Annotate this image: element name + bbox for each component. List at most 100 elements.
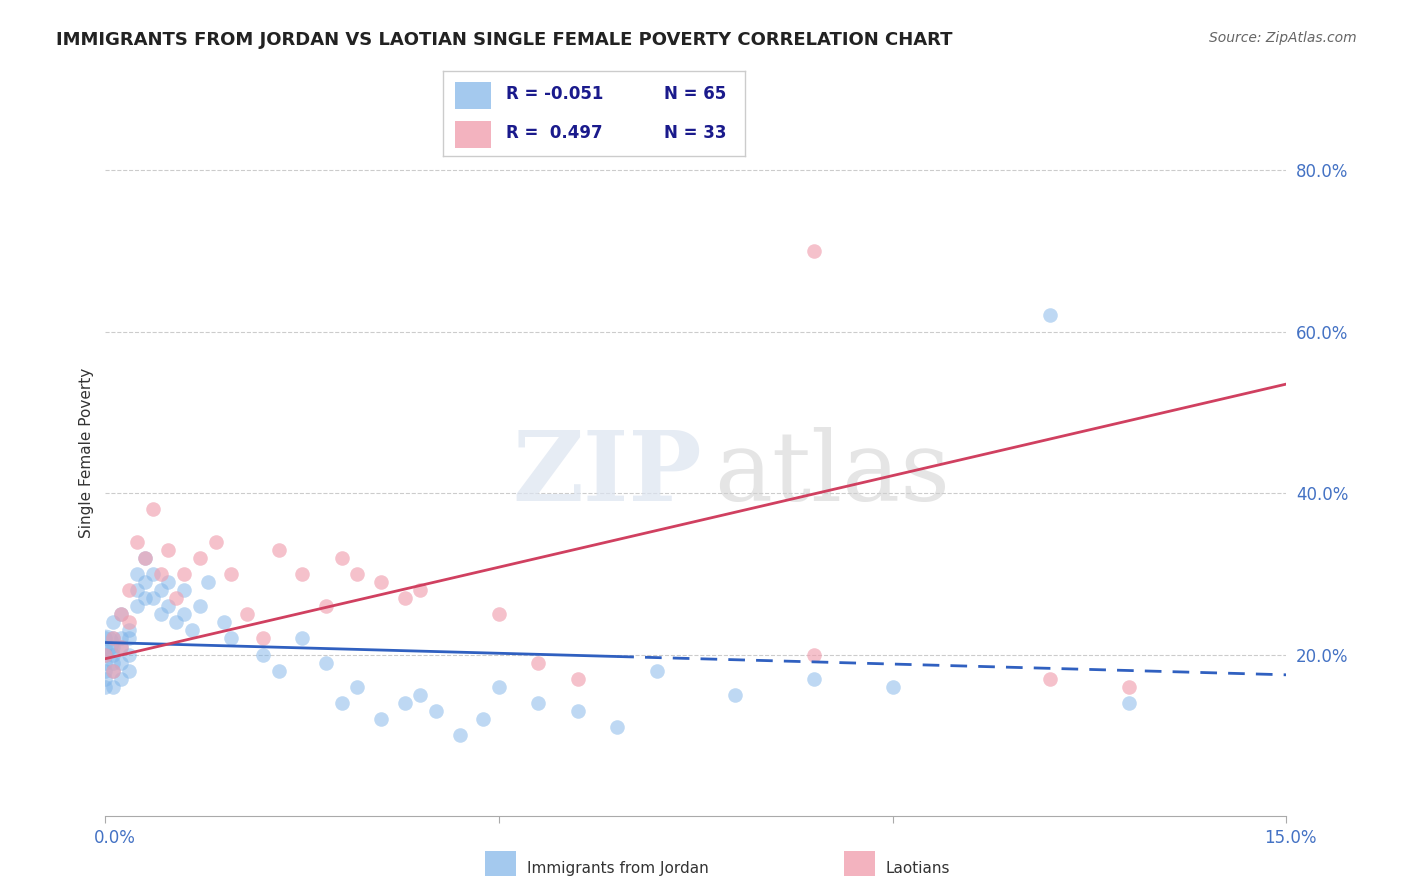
Point	[94, 635, 117, 649]
Point	[125, 582, 148, 597]
Point	[110, 607, 132, 622]
Point	[409, 688, 432, 702]
Point	[267, 542, 290, 557]
Point	[527, 656, 550, 670]
Point	[118, 648, 141, 662]
Point	[567, 704, 589, 718]
Point	[103, 648, 125, 662]
Point	[606, 720, 628, 734]
Point	[110, 632, 132, 646]
Point	[1039, 672, 1062, 686]
Point	[803, 648, 825, 662]
Point	[252, 632, 274, 646]
Point	[882, 680, 904, 694]
Point	[125, 566, 148, 581]
Point	[267, 664, 290, 678]
Point	[94, 648, 117, 662]
Point	[157, 542, 180, 557]
Point	[103, 632, 125, 646]
Point	[134, 550, 156, 565]
Point	[409, 582, 432, 597]
Point	[197, 574, 219, 589]
Point	[425, 704, 447, 718]
Point	[173, 566, 195, 581]
Point	[330, 696, 353, 710]
Text: N = 65: N = 65	[664, 86, 725, 103]
Y-axis label: Single Female Poverty: Single Female Poverty	[79, 368, 94, 538]
Point	[110, 607, 132, 622]
Point	[1039, 309, 1062, 323]
Point	[118, 582, 141, 597]
Point	[1118, 696, 1140, 710]
Point	[291, 566, 314, 581]
Point	[173, 607, 195, 622]
Point	[165, 615, 187, 630]
Text: 15.0%: 15.0%	[1264, 829, 1317, 847]
Point	[291, 632, 314, 646]
Point	[103, 640, 125, 654]
Point	[94, 632, 117, 646]
Point	[803, 672, 825, 686]
FancyBboxPatch shape	[456, 81, 491, 109]
Point	[252, 648, 274, 662]
Point	[94, 664, 117, 678]
Text: IMMIGRANTS FROM JORDAN VS LAOTIAN SINGLE FEMALE POVERTY CORRELATION CHART: IMMIGRANTS FROM JORDAN VS LAOTIAN SINGLE…	[56, 31, 953, 49]
Point	[94, 680, 117, 694]
Point	[149, 607, 172, 622]
Point	[110, 640, 132, 654]
Point	[346, 680, 368, 694]
Text: Source: ZipAtlas.com: Source: ZipAtlas.com	[1209, 31, 1357, 45]
Point	[370, 574, 392, 589]
Text: N = 33: N = 33	[664, 124, 725, 142]
Point	[110, 672, 132, 686]
Point	[315, 599, 337, 614]
Point	[472, 712, 495, 726]
FancyBboxPatch shape	[485, 851, 516, 876]
Text: ZIP: ZIP	[513, 427, 702, 522]
Point	[103, 664, 125, 678]
Point	[103, 615, 125, 630]
Point	[221, 632, 243, 646]
Point	[118, 664, 141, 678]
Point	[134, 591, 156, 606]
Point	[94, 672, 117, 686]
Point	[212, 615, 235, 630]
Point	[142, 502, 165, 516]
Point	[221, 566, 243, 581]
Point	[103, 664, 125, 678]
Point	[110, 640, 132, 654]
Point	[103, 632, 125, 646]
Point	[94, 648, 117, 662]
Point	[157, 599, 180, 614]
Text: R =  0.497: R = 0.497	[506, 124, 603, 142]
Point	[125, 599, 148, 614]
Point	[394, 591, 416, 606]
Point	[157, 574, 180, 589]
Text: atlas: atlas	[714, 427, 950, 522]
Point	[236, 607, 259, 622]
Point	[134, 550, 156, 565]
Point	[118, 624, 141, 638]
Point	[142, 566, 165, 581]
Point	[346, 566, 368, 581]
Point	[188, 550, 211, 565]
FancyBboxPatch shape	[456, 120, 491, 147]
Point	[527, 696, 550, 710]
FancyBboxPatch shape	[844, 851, 875, 876]
Point	[142, 591, 165, 606]
Point	[315, 656, 337, 670]
Point	[1118, 680, 1140, 694]
Point	[118, 632, 141, 646]
Point	[181, 624, 204, 638]
Point	[134, 574, 156, 589]
Point	[645, 664, 668, 678]
Text: 0.0%: 0.0%	[94, 829, 136, 847]
Point	[488, 607, 510, 622]
Point	[149, 582, 172, 597]
Point	[204, 534, 226, 549]
Point	[724, 688, 747, 702]
Point	[173, 582, 195, 597]
Point	[165, 591, 187, 606]
Text: Immigrants from Jordan: Immigrants from Jordan	[527, 862, 709, 876]
Point	[103, 680, 125, 694]
